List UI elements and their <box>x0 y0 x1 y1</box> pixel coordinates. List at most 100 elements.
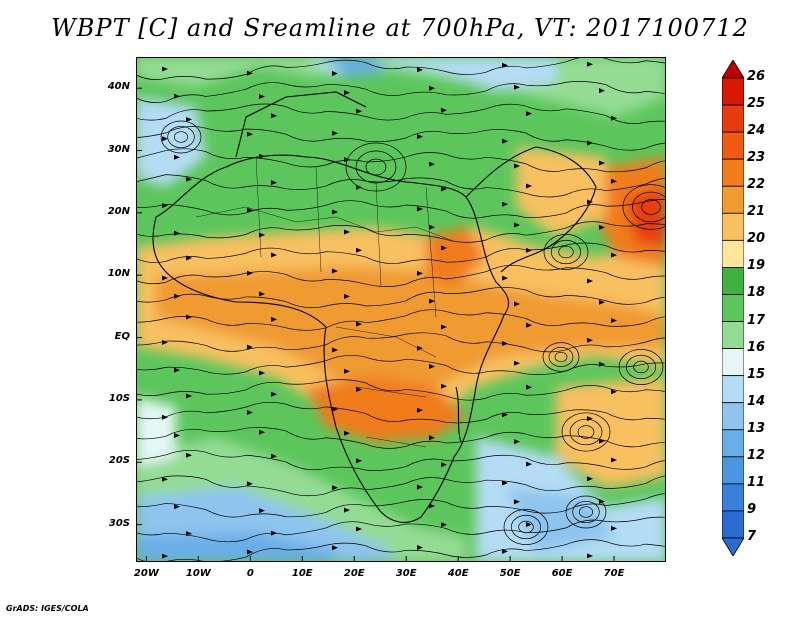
streamline-arrow <box>344 430 350 436</box>
streamline-arrow <box>514 84 520 90</box>
vortex-ring <box>569 418 603 446</box>
streamline-arrow <box>186 117 192 123</box>
streamline-arrow <box>502 201 508 207</box>
streamline-arrow <box>417 345 423 351</box>
streamline-arrow <box>247 131 253 137</box>
streamline <box>136 309 666 331</box>
streamline-arrow <box>186 255 192 261</box>
streamline-arrow <box>162 66 168 72</box>
streamline-arrow <box>587 337 593 343</box>
streamline-arrow <box>247 344 253 350</box>
vortex-ring <box>542 342 580 372</box>
streamline-arrow <box>186 452 192 458</box>
streamline-arrow <box>259 232 265 238</box>
streamline-arrow <box>332 209 338 215</box>
lon-tick-label: 0 <box>246 568 254 579</box>
streamline <box>136 354 666 375</box>
lat-tick-label: 20N <box>107 205 130 217</box>
streamline-arrow <box>162 553 168 559</box>
streamline-arrow <box>259 508 265 514</box>
streamline <box>136 148 666 173</box>
streamline <box>136 427 666 449</box>
lat-tick-label: 10S <box>108 392 130 404</box>
colorbar-segment <box>722 375 744 404</box>
colorbar-segment <box>722 158 744 187</box>
streamline-arrow <box>502 62 508 68</box>
vortex-ring <box>160 120 202 154</box>
streamline-arrow <box>186 393 192 399</box>
streamline <box>136 449 666 471</box>
lat-tick-label: 30S <box>108 517 130 529</box>
vortex-ring <box>510 514 542 540</box>
streamline-arrow <box>247 70 253 76</box>
streamline-arrow <box>417 134 423 140</box>
lon-tick-label: 20W <box>133 568 159 579</box>
vortex-ring <box>572 500 600 524</box>
map-title: WBPT [C] and Sreamline at 700hPa, VT: 20… <box>51 14 749 42</box>
borders <box>195 156 457 448</box>
streamline-arrow <box>332 71 338 77</box>
streamline-arrow <box>611 389 617 395</box>
colorbar-level-label: 11 <box>747 474 766 490</box>
streamline-arrow <box>356 108 362 114</box>
colorbar-segment <box>722 104 744 133</box>
colorbar-segment <box>722 483 744 512</box>
vortex-ring <box>622 184 666 230</box>
streamline-arrow <box>587 140 593 146</box>
streamline-arrow <box>441 383 447 389</box>
streamline-arrow <box>247 481 253 487</box>
streamline-arrow <box>611 457 617 463</box>
streamline-arrow <box>344 293 350 299</box>
streamline-arrow <box>441 186 447 192</box>
streamline-arrow <box>174 93 180 99</box>
streamline-arrow <box>162 339 168 345</box>
streamline-arrow <box>429 298 435 304</box>
streamline-arrow <box>526 183 532 189</box>
streamline-arrow <box>186 531 192 537</box>
streamline-arrow <box>259 291 265 297</box>
streamline-arrow <box>611 525 617 531</box>
streamline-arrow <box>271 391 277 397</box>
colorbar-segment <box>722 456 744 485</box>
streamline <box>136 242 666 264</box>
streamline-arrow <box>514 499 520 505</box>
streamline <box>136 126 666 151</box>
coastlines <box>152 91 597 523</box>
streamline-arrow <box>417 407 423 413</box>
streamline <box>136 103 666 124</box>
lat-tick-label: EQ <box>114 330 130 342</box>
colorbar-segment <box>722 321 744 349</box>
streamline-arrow <box>514 439 520 445</box>
streamline-arrow <box>587 476 593 482</box>
colorbar-max-arrow <box>722 60 744 79</box>
vortex-ring <box>548 347 574 367</box>
colorbar-level-label: 19 <box>747 258 766 274</box>
streamline <box>136 332 666 353</box>
streamline-arrow <box>271 316 277 322</box>
streamline-arrow <box>611 115 617 121</box>
streamline-arrow <box>526 247 532 253</box>
streamline-arrow <box>174 433 180 439</box>
lat-tick-label: 20S <box>108 455 130 467</box>
vortex-ring <box>558 245 574 259</box>
streamline-arrow <box>526 111 532 117</box>
streamline-arrow <box>611 252 617 258</box>
vortex-ring <box>633 360 649 374</box>
streamline-arrow <box>356 458 362 464</box>
colorbar-level-label: 9 <box>747 501 757 517</box>
streamline-arrow <box>599 299 605 305</box>
streamline-arrow <box>271 530 277 536</box>
streamline-arrow <box>259 94 265 100</box>
streamline-arrow <box>599 498 605 504</box>
streamline-arrow <box>174 367 180 373</box>
lon-tick-label: 40E <box>447 568 469 579</box>
colorbar-level-label: 18 <box>747 285 766 301</box>
streamline-arrow <box>186 176 192 182</box>
vortex-ring <box>518 520 534 534</box>
colorbar-level-label: 14 <box>747 393 766 409</box>
colorbar-min-arrow <box>722 537 744 556</box>
streamline-arrow <box>599 361 605 367</box>
streamline-arrow <box>611 318 617 324</box>
streamline-arrow <box>587 278 593 284</box>
streamline-arrow <box>599 88 605 94</box>
